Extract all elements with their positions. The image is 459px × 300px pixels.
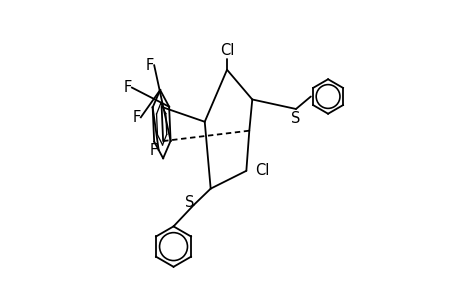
Text: F: F xyxy=(123,80,131,95)
Text: Cl: Cl xyxy=(254,163,269,178)
Text: S: S xyxy=(291,111,300,126)
Text: Cl: Cl xyxy=(219,43,234,58)
Text: S: S xyxy=(185,194,195,209)
Text: F: F xyxy=(146,58,154,73)
Text: F: F xyxy=(132,110,140,125)
Text: F: F xyxy=(150,142,158,158)
